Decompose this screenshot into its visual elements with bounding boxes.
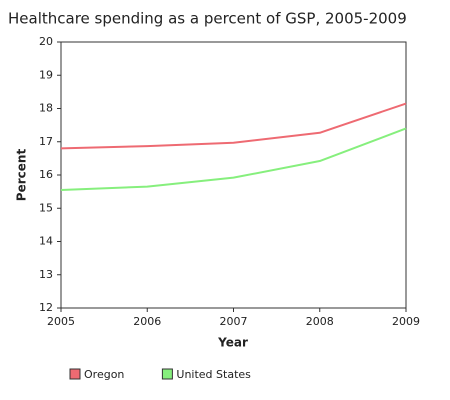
chart-title: Healthcare spending as a percent of GSP,…: [8, 10, 407, 28]
legend-label: United States: [176, 368, 251, 381]
plot-frame: [60, 41, 407, 309]
series-line: [60, 102, 407, 150]
y-tick-label: 17: [39, 135, 53, 148]
x-tick-label: 2007: [220, 315, 248, 328]
y-axis-title: Percent: [15, 149, 29, 202]
x-axis-title: Year: [217, 336, 248, 350]
y-tick-label: 18: [39, 102, 53, 115]
y-tick-label: 14: [39, 235, 53, 248]
y-tick-label: 16: [39, 168, 53, 181]
legend-label: Oregon: [84, 368, 124, 381]
y-tick-label: 13: [39, 268, 53, 281]
legend-swatch: [69, 368, 81, 380]
x-tick-label: 2005: [47, 315, 75, 328]
x-tick-label: 2009: [392, 315, 420, 328]
series-line: [60, 127, 407, 191]
y-tick-label: 20: [39, 35, 53, 48]
legend-swatch: [161, 368, 173, 380]
x-tick-label: 2008: [306, 315, 334, 328]
x-tick-label: 2006: [133, 315, 161, 328]
y-tick-label: 15: [39, 201, 53, 214]
y-tick-label: 12: [39, 301, 53, 314]
y-tick-label: 19: [39, 68, 53, 81]
